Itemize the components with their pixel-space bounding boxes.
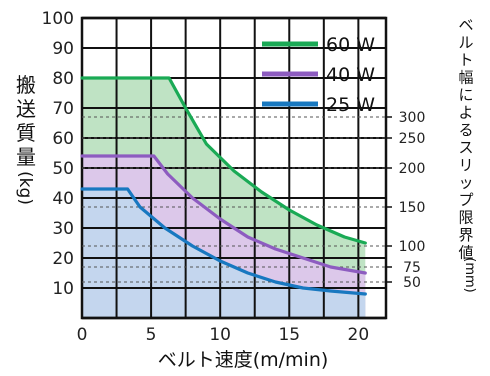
y-tick-label: 10 (52, 279, 74, 299)
series-fill-2 (82, 189, 366, 318)
right-axis-title-char: 界 (458, 226, 473, 244)
x-tick-label: 5 (146, 325, 157, 345)
legend-label-2: 25 W (326, 94, 375, 116)
y-tick-label: 100 (42, 9, 74, 29)
series-line-0 (80, 76, 367, 245)
y-axis-title-char: 質 (16, 121, 36, 145)
right-tick-label: 300 (399, 110, 426, 126)
y-tick-label: 60 (52, 129, 74, 149)
right-tick-label: 150 (399, 200, 426, 216)
y-tick-label: 30 (52, 219, 74, 239)
y-axis-title-char: 搬 (16, 73, 36, 97)
x-tick-labels: 0 5 10 15 20 (77, 325, 370, 345)
right-axis-title-char: プ (458, 191, 473, 209)
x-tick-label: 20 (348, 325, 370, 345)
right-axis-title-char: に (458, 86, 473, 104)
right-axis-title-char: ス (458, 139, 473, 157)
y-axis-title-char: 送 (16, 97, 36, 121)
right-axis-title-char: ト (458, 51, 473, 69)
right-axis-title-char: 幅 (458, 69, 473, 87)
right-axis-title-char: る (458, 121, 473, 139)
right-tick-label: 75 (403, 260, 421, 276)
y-tick-label: 80 (52, 69, 74, 89)
y-tick-labels: 10 20 30 40 50 60 70 80 90 100 (42, 9, 74, 299)
y-tick-label: 70 (52, 99, 74, 119)
right-axis-title-char: リ (458, 156, 473, 174)
series-lines (80, 76, 367, 296)
dashed-lines (82, 116, 392, 283)
right-axis-title-char: ッ (458, 174, 473, 192)
right-axis-title-char: ベ (458, 16, 473, 34)
legend-label-0: 60 W (326, 34, 375, 56)
right-axis-title-char: よ (458, 104, 473, 122)
y-axis-unit: (kg) (15, 171, 35, 205)
y-axis-title-char: 量 (16, 145, 36, 169)
x-axis-title: ベルト速度(m/min) (158, 349, 329, 371)
right-axis-title-char: ル (458, 34, 473, 52)
legend: 60 W 40 W 25 W (262, 34, 375, 116)
y-tick-label: 20 (52, 249, 74, 269)
right-tick-label: 100 (399, 239, 426, 255)
x-tick-label: 15 (278, 325, 300, 345)
series-line-2 (80, 187, 367, 296)
right-tick-label: 250 (399, 131, 426, 147)
y-tick-label: 40 (52, 189, 74, 209)
right-tick-label: 200 (399, 161, 426, 177)
right-tick-label: 50 (403, 275, 421, 291)
y-tick-label: 90 (52, 39, 74, 59)
x-tick-label: 0 (77, 325, 88, 345)
series-line-1 (80, 154, 367, 275)
y-tick-label: 50 (52, 159, 74, 179)
legend-label-1: 40 W (326, 64, 375, 86)
right-axis-title-char: 限 (458, 209, 473, 227)
x-tick-label: 10 (209, 325, 231, 345)
right-axis-unit: (mm) (462, 257, 477, 292)
right-axis-title-char: 値 (458, 244, 473, 262)
